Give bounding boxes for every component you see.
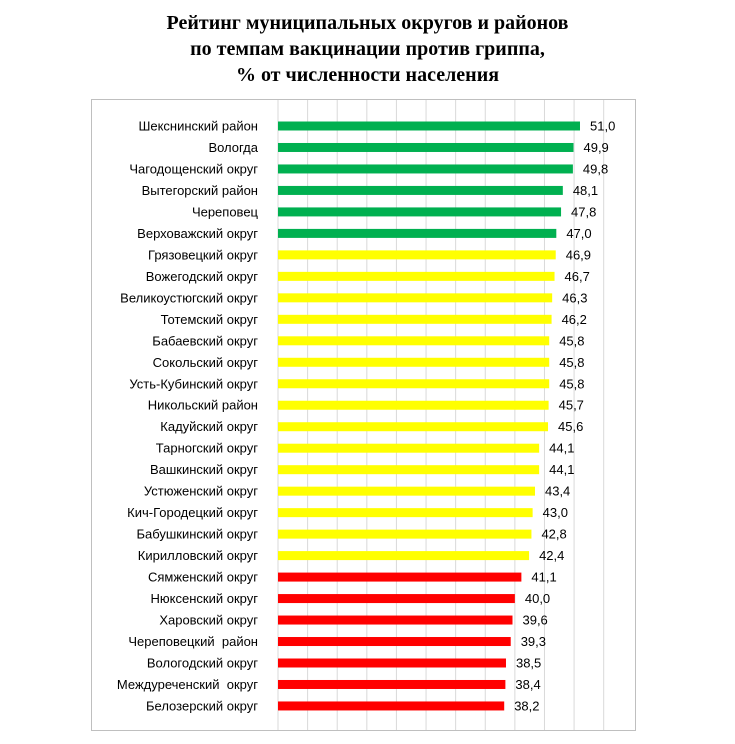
bar [278,293,553,303]
category-label: Харовский округ [159,613,258,628]
bar [278,314,552,324]
chart-title: Рейтинг муниципальных округов и районов … [0,10,735,88]
bar [278,465,540,475]
gridlines [277,100,605,730]
value-label: 49,9 [583,140,608,155]
category-label: Чагодощенский округ [129,161,258,176]
category-labels: Шекснинский район Вологда Чагодощенский ок… [117,119,259,714]
bar [278,615,513,625]
category-label: Вологда [208,140,258,155]
chart-title-line-2: по темпам вакцинации против гриппа, [190,38,545,60]
value-label: 45,8 [559,333,584,348]
category-label: Сокольский округ [153,355,259,370]
value-label: 39,3 [521,634,546,649]
category-label: Усть-Кубинский округ [129,376,258,391]
value-label: 51,0 [590,119,615,134]
value-label: 40,0 [525,591,550,606]
value-label: 38,4 [515,677,540,692]
category-label: Белозерский округ [146,698,258,713]
category-label: Кирилловский округ [138,548,258,563]
category-label: Междуреченский округ [117,677,258,692]
category-label: Устюженский округ [144,484,258,499]
chart-title-line-1: Рейтинг муниципальных округов и районов [166,12,569,34]
value-label: 38,2 [514,698,539,713]
bar [278,250,556,260]
value-label: 45,6 [558,419,583,434]
value-label: 45,8 [559,376,584,391]
category-label: Вашкинский округ [150,462,258,477]
category-label: Вологодский округ [147,656,258,671]
category-label: Кич-Городецкий округ [127,505,258,520]
bar [278,400,549,410]
bar [278,572,522,582]
value-label: 49,8 [583,161,608,176]
bar [278,443,540,453]
category-label: Кадуйский округ [160,419,258,434]
category-label: Вытегорский район [142,183,258,198]
category-label: Череповец [192,204,259,219]
bar [278,228,557,238]
plot-area-frame [91,99,636,731]
value-label: 44,1 [549,441,574,456]
bar [278,637,511,647]
value-label: 43,4 [545,484,570,499]
bar [278,336,550,346]
value-label: 42,4 [539,548,564,563]
bar [278,185,563,195]
value-label: 45,8 [559,355,584,370]
category-label: Нюксенский округ [151,591,259,606]
category-label: Бабаевский округ [152,333,258,348]
value-label: 46,2 [562,312,587,327]
category-label: Череповецкий район [128,634,258,649]
value-label: 43,0 [543,505,568,520]
value-label: 47,8 [571,204,596,219]
bar [278,594,515,604]
value-label: 48,1 [573,183,598,198]
value-label: 46,3 [562,290,587,305]
category-label: Бабушкинский округ [136,527,258,542]
bars [278,121,580,711]
category-label: Никольский район [148,398,258,413]
bar [278,207,562,217]
bar [278,486,535,496]
bar [278,121,580,131]
bar [278,379,550,389]
value-label: 39,6 [522,613,547,628]
category-label: Великоустюгский округ [120,290,258,305]
value-label: 46,9 [566,247,591,262]
category-label: Верховажский округ [137,226,258,241]
value-label: 42,8 [541,527,566,542]
bar [278,701,505,711]
bar [278,529,532,539]
category-label: Грязовецкий округ [148,247,258,262]
chart-title-line-3: % от численности населения [235,64,500,86]
bar [278,357,550,367]
category-label: Шекснинский район [138,119,258,134]
bar [278,422,549,432]
bar [278,271,555,281]
bar [278,551,530,561]
value-label: 47,0 [566,226,591,241]
category-label: Вожегодский округ [146,269,258,284]
value-label: 45,7 [559,398,584,413]
value-label: 44,1 [549,462,574,477]
bar [278,679,506,689]
value-labels: 51,0 49,9 49,8 48,1 47,8 47,0 46,9 46,7 46,3 46,2… [514,119,615,714]
category-label: Тарногский округ [156,441,259,456]
bar [278,658,506,668]
bar [278,164,573,174]
value-label: 46,7 [565,269,590,284]
bar [278,142,574,152]
category-label: Сямженский округ [148,570,258,585]
value-label: 38,5 [516,656,541,671]
category-label: Тотемский округ [161,312,259,327]
value-label: 41,1 [531,570,556,585]
bar [278,508,533,518]
